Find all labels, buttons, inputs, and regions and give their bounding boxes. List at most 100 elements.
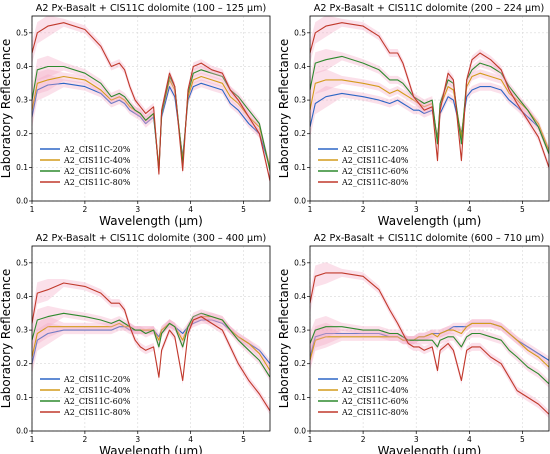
series-band-4: [32, 279, 270, 415]
legend-label-1: A2_CIS11C-20%: [341, 375, 409, 384]
series-band-1: [310, 82, 549, 155]
series-band-3: [32, 305, 270, 382]
series-band-4: [310, 16, 549, 172]
x-axis-label: Wavelength (μm): [378, 214, 482, 228]
y-tick-label: 0.0: [16, 197, 28, 206]
y-tick-label: 0.5: [294, 258, 306, 267]
legend-label-2: A2_CIS11C-40%: [63, 156, 131, 165]
y-tick-label: 0.2: [16, 359, 28, 368]
y-tick-label: 0.3: [294, 326, 306, 335]
series-band-1: [32, 74, 270, 172]
legend: A2_CIS11C-20% A2_CIS11C-40% A2_CIS11C-60% A…: [318, 375, 409, 417]
x-tick-label: 4: [467, 435, 472, 444]
series-band-3: [310, 49, 549, 158]
y-tick-label: 0.5: [16, 258, 28, 267]
x-axis-label: Wavelength (μm): [99, 214, 203, 228]
series-line-2: [310, 322, 549, 368]
y-tick-label: 0.1: [294, 393, 306, 402]
legend: A2_CIS11C-20% A2_CIS11C-40% A2_CIS11C-60% A…: [318, 145, 409, 187]
chart-panel-2: 1 2 3 4 5 0.0 0.1 0.2 0.3 0.4 0.5 A2 Px-Basalt + CI…: [277, 3, 550, 228]
x-tick-label: 3: [135, 435, 140, 444]
series-group: [310, 16, 549, 172]
y-tick-label: 0.1: [294, 163, 306, 172]
chart-title: A2 Px-Basalt + CIS11C dolomite (200 – 22…: [314, 3, 545, 14]
x-axis-label: Wavelength (μm): [99, 444, 203, 454]
series-line-4: [32, 22, 270, 181]
series-group: [32, 16, 270, 185]
legend-label-4: A2_CIS11C-80%: [341, 178, 409, 187]
y-tick-label: 0.0: [294, 427, 306, 436]
y-tick-label: 0.5: [16, 28, 28, 37]
x-tick-label: 1: [30, 435, 35, 444]
x-tick-label: 4: [467, 205, 472, 214]
axes-frame: [31, 245, 271, 432]
axes-frame: [31, 15, 271, 202]
series-line-4: [310, 22, 549, 168]
x-tick-label: 5: [520, 435, 525, 444]
y-tick-label: 0.3: [16, 96, 28, 105]
series-band-2: [32, 312, 270, 375]
legend-label-3: A2_CIS11C-60%: [341, 397, 409, 406]
x-axis-label: Wavelength (μm): [378, 444, 482, 454]
chart-title: A2 Px-Basalt + CIS11C dolomite (300 – 40…: [36, 233, 267, 244]
series-line-4: [310, 272, 549, 415]
y-tick-label: 0.0: [294, 197, 306, 206]
axes-frame: [309, 245, 550, 432]
y-tick-label: 0.5: [294, 28, 306, 37]
series-line-3: [310, 326, 549, 385]
x-tick-label: 2: [361, 435, 366, 444]
series-band-3: [310, 316, 549, 388]
legend: A2_CIS11C-20% A2_CIS11C-40% A2_CIS11C-60% A…: [40, 375, 131, 417]
y-axis-label: Laboratory Reflectance: [0, 269, 13, 409]
x-tick-label: 5: [241, 435, 246, 444]
legend-label-2: A2_CIS11C-40%: [63, 386, 131, 395]
x-tick-label: 3: [414, 205, 419, 214]
x-tick-label: 4: [188, 205, 193, 214]
legend-label-2: A2_CIS11C-40%: [341, 386, 409, 395]
legend-label-1: A2_CIS11C-20%: [63, 375, 131, 384]
x-tick-label: 3: [414, 435, 419, 444]
plot-area: [32, 246, 270, 431]
chart-panel-4: 1 2 3 4 5 0.0 0.1 0.2 0.3 0.4 0.5 A2 Px-Basalt + CI…: [277, 233, 550, 454]
series-band-4: [310, 262, 549, 419]
chart-title: A2 Px-Basalt + CIS11C dolomite (100 – 12…: [36, 3, 267, 14]
y-tick-label: 0.3: [16, 326, 28, 335]
y-tick-label: 0.0: [16, 427, 28, 436]
y-tick-label: 0.4: [294, 62, 306, 71]
legend-label-2: A2_CIS11C-40%: [341, 156, 409, 165]
x-tick-label: 1: [30, 205, 35, 214]
y-tick-label: 0.1: [16, 163, 28, 172]
x-tick-label: 2: [82, 205, 87, 214]
x-tick-label: 2: [82, 435, 87, 444]
y-tick-label: 0.2: [294, 359, 306, 368]
x-tick-label: 4: [188, 435, 193, 444]
x-tick-label: 2: [361, 205, 366, 214]
y-tick-label: 0.4: [16, 62, 28, 71]
plot-area: [310, 246, 549, 431]
legend-label-3: A2_CIS11C-60%: [63, 397, 131, 406]
legend-label-1: A2_CIS11C-20%: [63, 145, 131, 154]
x-tick-label: 5: [520, 205, 525, 214]
series-group: [32, 279, 270, 415]
y-axis-label: Laboratory Reflectance: [277, 39, 291, 179]
legend-label-3: A2_CIS11C-60%: [63, 167, 131, 176]
x-tick-label: 1: [308, 435, 313, 444]
series-line-4: [32, 282, 270, 412]
x-tick-label: 5: [241, 205, 246, 214]
legend-label-1: A2_CIS11C-20%: [341, 145, 409, 154]
series-group: [310, 262, 549, 419]
chart-panel-3: 1 2 3 4 5 0.0 0.1 0.2 0.3 0.4 0.5 A2 Px-Basalt + CI…: [0, 233, 271, 454]
series-line-1: [32, 319, 270, 365]
y-tick-label: 0.2: [294, 129, 306, 138]
chart-panel-1: 1 2 3 4 5 0.0 0.1 0.2 0.3 0.4 0.5 A2 Px-Basalt + CI…: [0, 3, 271, 228]
y-tick-label: 0.1: [16, 393, 28, 402]
series-band-1: [310, 319, 549, 368]
y-tick-label: 0.4: [294, 292, 306, 301]
series-band-2: [310, 69, 549, 155]
chart-title: A2 Px-Basalt + CIS11C dolomite (600 – 71…: [314, 233, 545, 244]
legend-label-4: A2_CIS11C-80%: [341, 408, 409, 417]
y-tick-label: 0.3: [294, 96, 306, 105]
y-axis-label: Laboratory Reflectance: [277, 269, 291, 409]
x-tick-label: 3: [135, 205, 140, 214]
